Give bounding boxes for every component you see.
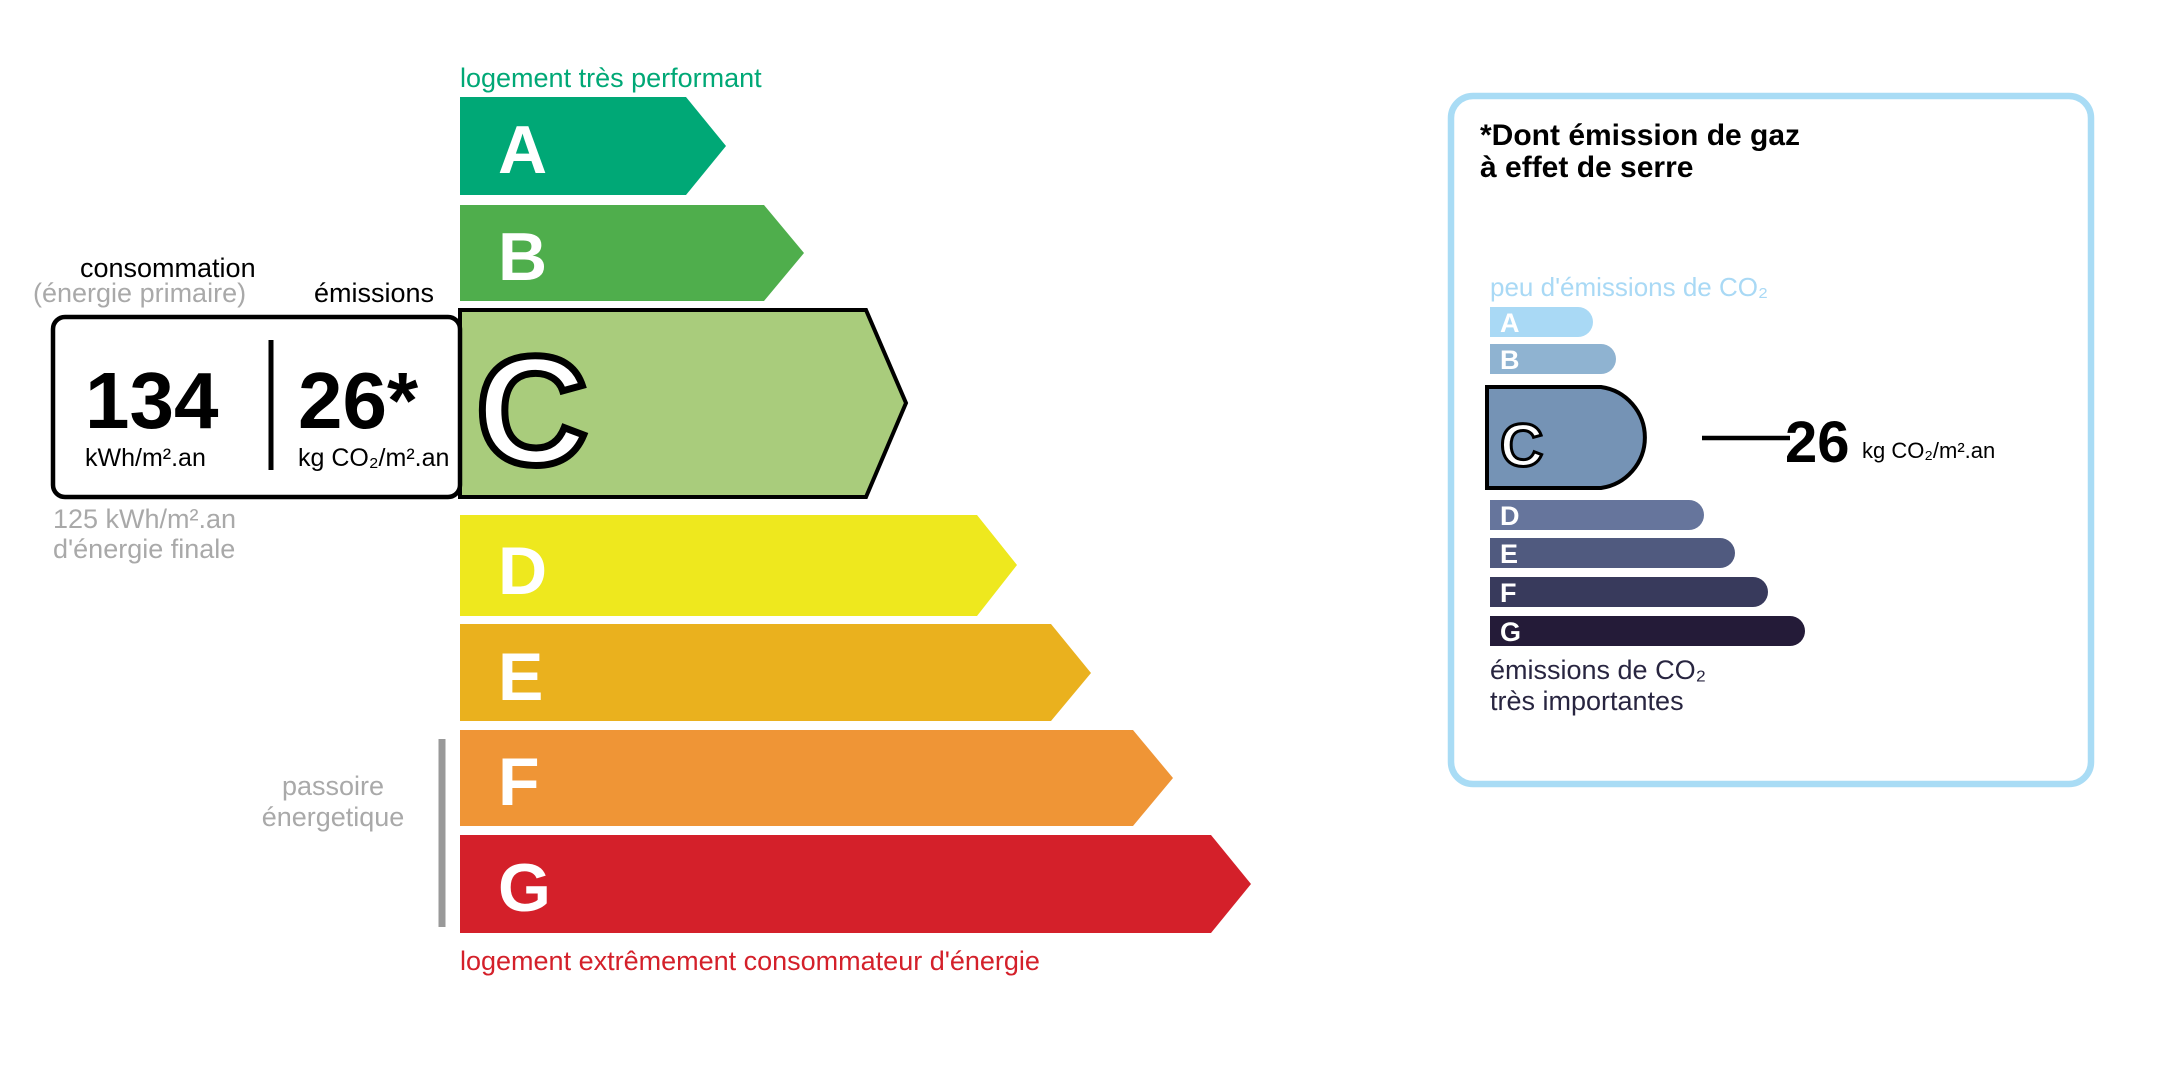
- svg-text:G: G: [498, 850, 551, 926]
- svg-text:G: G: [1500, 617, 1521, 647]
- svg-text:peu d'émissions de CO₂: peu d'émissions de CO₂: [1490, 272, 1768, 302]
- svg-text:kg CO₂/m².an: kg CO₂/m².an: [1862, 438, 1995, 463]
- svg-text:A: A: [1500, 308, 1520, 338]
- svg-text:E: E: [498, 639, 543, 715]
- svg-text:F: F: [1500, 578, 1517, 608]
- svg-text:kg CO₂/m².an: kg CO₂/m².an: [298, 444, 449, 472]
- svg-text:à effet de serre: à effet de serre: [1480, 151, 1693, 184]
- svg-text:D: D: [498, 533, 547, 609]
- svg-text:B: B: [1500, 345, 1520, 375]
- svg-text:d'énergie finale: d'énergie finale: [53, 534, 235, 564]
- svg-text:26*: 26*: [298, 356, 419, 445]
- svg-text:C: C: [1500, 412, 1543, 479]
- svg-text:F: F: [498, 744, 540, 820]
- svg-text:logement extrêmement consommat: logement extrêmement consommateur d'éner…: [460, 946, 1040, 976]
- svg-text:logement très performant: logement très performant: [460, 63, 762, 93]
- svg-text:énergetique: énergetique: [262, 802, 405, 832]
- svg-text:C: C: [476, 324, 588, 497]
- svg-text:125 kWh/m².an: 125 kWh/m².an: [53, 504, 236, 534]
- svg-text:(énergie primaire): (énergie primaire): [33, 278, 246, 308]
- svg-text:A: A: [498, 112, 547, 188]
- svg-text:émissions: émissions: [314, 278, 434, 308]
- svg-text:*Dont émission de gaz: *Dont émission de gaz: [1480, 119, 1800, 152]
- svg-text:très importantes: très importantes: [1490, 686, 1684, 716]
- svg-text:26: 26: [1785, 410, 1850, 475]
- svg-text:B: B: [498, 219, 547, 295]
- svg-text:134: 134: [85, 356, 219, 445]
- svg-text:passoire: passoire: [282, 771, 384, 801]
- svg-text:D: D: [1500, 501, 1520, 531]
- svg-text:kWh/m².an: kWh/m².an: [85, 444, 206, 472]
- svg-text:E: E: [1500, 539, 1518, 569]
- svg-text:émissions de CO₂: émissions de CO₂: [1490, 655, 1706, 685]
